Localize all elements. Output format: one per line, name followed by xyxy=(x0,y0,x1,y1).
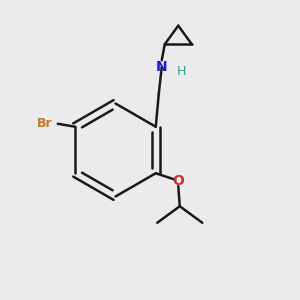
Text: N: N xyxy=(156,60,168,74)
Text: Br: Br xyxy=(37,117,52,130)
Text: H: H xyxy=(177,65,186,78)
Text: O: O xyxy=(172,174,184,188)
